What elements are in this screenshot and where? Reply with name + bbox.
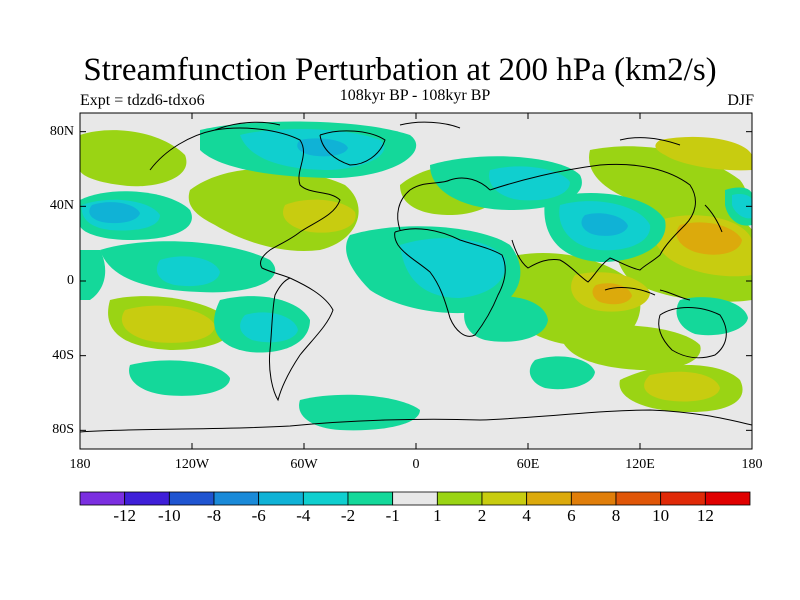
positive-core-southern-ocean: [644, 371, 720, 402]
colorbar-swatch: [704, 491, 751, 506]
colorbar-label: -6: [251, 506, 266, 525]
axis-ticks: [79, 113, 753, 449]
positive-max-west-pacific: [676, 222, 742, 255]
antarctica-coast: [80, 409, 752, 433]
negative-region-southern-atlantic: [299, 394, 420, 431]
colorbar-label: -10: [157, 506, 181, 525]
lat-label: 40N: [49, 198, 74, 214]
lon-label: 180: [741, 457, 763, 472]
lon-label: 60W: [290, 457, 318, 472]
negative-region-southern-indian-low: [529, 356, 595, 390]
negative-core-tropical-pacific: [156, 256, 220, 287]
colorbar-swatch: [436, 491, 483, 506]
negative-region-west-edge: [80, 250, 106, 300]
season-label: DJF: [727, 92, 754, 109]
colorbar-label: 8: [611, 506, 621, 525]
negative-region-south-indian: [464, 296, 548, 342]
colorbar-swatch: [526, 491, 572, 506]
colorbar-label: -12: [113, 506, 136, 525]
indonesia-coast: [604, 287, 691, 301]
colorbar-label: 2: [477, 506, 487, 525]
colorbar-label: -4: [296, 506, 311, 525]
negative-region-south-pacific-low: [129, 360, 230, 396]
colorbar-swatch: [347, 491, 394, 506]
positive-max-indian-ocean: [592, 283, 632, 305]
colorbar-swatch: [392, 491, 438, 506]
colorbar-swatch: [168, 491, 215, 506]
negative-max-north-pacific: [89, 202, 140, 224]
positive-region-north-pacific: [80, 130, 187, 187]
colorbar-swatch: [213, 491, 260, 506]
colorbar-label: -2: [340, 506, 356, 525]
lat-label: 80N: [49, 123, 74, 139]
lat-label: 40S: [52, 347, 74, 363]
lon-label: 60E: [516, 457, 540, 472]
negative-core-east-edge: [732, 193, 752, 219]
colorbar-label: 4: [522, 506, 531, 525]
negative-core-africa: [400, 238, 506, 298]
europe-coast: [397, 177, 491, 231]
colorbar-swatch: [258, 491, 304, 506]
coastlines: [80, 121, 752, 433]
colorbar-swatch: [481, 491, 528, 506]
arctic-islands: [214, 121, 681, 146]
lon-label: 120E: [625, 457, 655, 472]
colorbar-label: 10: [652, 506, 670, 525]
colorbar-swatch: [302, 491, 349, 506]
south-america-coast: [269, 277, 334, 402]
japan-coast: [704, 204, 723, 233]
colorbar-swatch: [124, 491, 170, 506]
plot-title: Streamfunction Perturbation at 200 hPa (…: [83, 52, 717, 88]
positive-core-south-pacific: [121, 305, 215, 343]
north-america-coast: [149, 127, 341, 279]
africa-coast: [394, 228, 506, 337]
colorbar-swatch: [570, 491, 617, 506]
positive-region-australia: [560, 325, 701, 371]
colorbar-swatch: [79, 491, 126, 506]
negative-core-siberia: [489, 166, 570, 201]
negative-max-greenland: [297, 138, 348, 157]
positive-core-north-america: [282, 199, 356, 233]
negative-max-asia: [581, 213, 628, 236]
australia-coast: [658, 307, 727, 359]
plot-subtitle: 108kyr BP - 108kyr BP: [339, 87, 491, 104]
lon-label: 0: [412, 457, 420, 472]
greenland-coast: [319, 130, 386, 166]
colorbar-swatch: [615, 491, 662, 506]
lon-label: 180: [69, 457, 91, 472]
colorbar-label: 12: [696, 506, 714, 525]
colorbar-swatch: [660, 491, 706, 506]
experiment-label: Expt = tdzd6-tdxo6: [80, 92, 205, 109]
lat-label: 0: [67, 273, 74, 288]
colorbar-label: -1: [385, 506, 400, 525]
contour-fills: [80, 121, 752, 431]
negative-core-south-atlantic: [240, 312, 298, 343]
colorbar-label: 1: [433, 506, 442, 525]
colorbar: [79, 491, 751, 506]
asia-coast: [489, 163, 696, 283]
colorbar-label: -8: [206, 506, 222, 525]
lat-label: 80S: [52, 422, 74, 438]
lon-label: 120W: [174, 457, 210, 472]
negative-region-east-pacific: [676, 297, 748, 336]
colorbar-label: 6: [567, 506, 576, 525]
